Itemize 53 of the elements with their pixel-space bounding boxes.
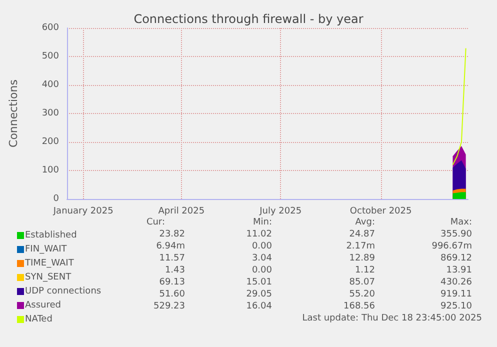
y-tick-label: 500 <box>42 52 60 62</box>
text: 85.07 <box>349 278 375 288</box>
text: 1.12 <box>354 266 375 276</box>
text: Min: <box>252 218 272 228</box>
y-tick-label: 400 <box>42 80 60 90</box>
y-tick-label: 600 <box>42 23 60 33</box>
legend-label: SYN_SENT <box>25 272 72 282</box>
text: 23.82 <box>159 230 185 240</box>
text: 3.04 <box>252 254 272 264</box>
y-axis-title: Connections <box>7 79 20 148</box>
legend-label: TIME_WAIT <box>24 258 74 268</box>
legend-label: Assured <box>25 300 61 310</box>
text: 2.17m <box>346 242 375 252</box>
text: 869.12 <box>440 254 472 264</box>
text: 55.20 <box>349 290 376 300</box>
text: 12.89 <box>349 254 376 264</box>
x-tick-label: January 2025 <box>52 206 114 216</box>
text: Avg: <box>355 218 375 228</box>
text: 29.05 <box>246 290 272 300</box>
text: 24.87 <box>349 230 375 240</box>
text: 69.13 <box>159 278 185 288</box>
y-tick-label: 0 <box>53 194 60 204</box>
text: 13.91 <box>446 266 472 276</box>
text: 996.67m <box>432 242 472 252</box>
text: 0.00 <box>252 266 272 276</box>
text: 11.57 <box>159 254 185 264</box>
legend-label: FIN_WAIT <box>25 244 68 254</box>
text: 355.90 <box>440 230 472 240</box>
text: Last update: Thu Dec 18 23:45:00 2025 <box>302 314 482 324</box>
text: 51.60 <box>159 290 186 300</box>
x-tick-label: October 2025 <box>350 206 412 216</box>
text: 430.26 <box>440 278 472 288</box>
legend-label: Established <box>25 230 77 240</box>
x-tick-label: July 2025 <box>258 206 302 216</box>
y-tick-label: 100 <box>42 166 60 176</box>
text: 1.43 <box>164 266 185 276</box>
text: Cur: <box>146 218 165 228</box>
text: 6.94m <box>156 242 185 252</box>
text: 0.00 <box>252 242 272 252</box>
y-tick-label: 300 <box>42 108 60 118</box>
chart-title: Connections through firewall - by year <box>134 12 364 26</box>
text: 919.11 <box>440 290 472 300</box>
text: 168.56 <box>344 302 376 312</box>
legend-label: NATed <box>25 314 52 324</box>
y-tick-label: 200 <box>42 137 60 147</box>
x-tick-label: April 2025 <box>158 206 205 216</box>
text: 16.04 <box>246 302 272 312</box>
text: 529.23 <box>154 302 185 312</box>
legend-label: UDP connections <box>25 286 102 296</box>
text: Max: <box>450 218 472 228</box>
text: 15.01 <box>246 278 272 288</box>
text: 11.02 <box>246 230 272 240</box>
text: 925.10 <box>440 302 472 312</box>
